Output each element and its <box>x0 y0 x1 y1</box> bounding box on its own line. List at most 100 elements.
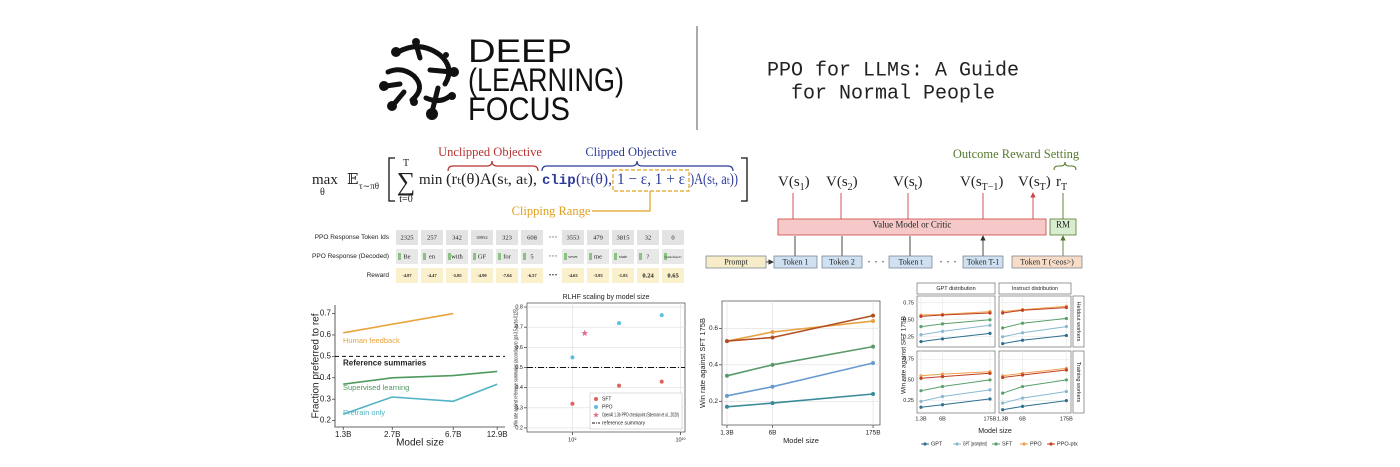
table-cell-text: 342 <box>452 234 462 241</box>
point <box>1001 408 1005 412</box>
legend-label: PPO <box>1030 441 1042 447</box>
logo-text: DEEP <box>468 33 572 69</box>
point <box>919 339 923 344</box>
formula-clip: clip <box>542 173 576 189</box>
clip-range-box <box>612 169 690 192</box>
token-label: Token T-1 <box>967 257 1000 266</box>
table-cell <box>471 268 493 283</box>
table-cell <box>446 230 468 245</box>
point <box>940 313 945 317</box>
point <box>988 371 992 375</box>
brace <box>541 160 734 172</box>
y-tick-label: 0.4 <box>709 362 718 369</box>
table-cell <box>612 230 634 245</box>
point <box>1064 305 1068 310</box>
point <box>770 401 775 406</box>
arrows <box>766 193 1063 265</box>
legend-label: SFT <box>602 396 611 402</box>
table-cell <box>396 230 418 245</box>
value-label-sub: T−1 <box>982 182 999 193</box>
title: for Normal People <box>791 82 995 105</box>
token-highlight <box>423 253 426 260</box>
point <box>1001 342 1005 346</box>
token-label: · · · <box>939 254 957 268</box>
y-tick-label: 0.2 <box>709 398 718 405</box>
token-highlight <box>564 253 567 260</box>
table-cell-text: 0.65 <box>667 272 679 279</box>
series-line <box>920 324 991 336</box>
legend-label: SFT <box>1002 441 1013 447</box>
series-label: Pretrain only <box>343 408 385 417</box>
y-tick-label: 0.4 <box>515 385 523 391</box>
x-tick-label: 1.3B <box>997 416 1009 422</box>
legend-marker <box>594 397 598 401</box>
value-label-part: ) <box>1046 174 1051 190</box>
point <box>871 361 876 365</box>
series-line <box>920 319 991 328</box>
logo-icon <box>383 41 455 115</box>
table-cell-text: Be <box>403 253 410 260</box>
token-highlight <box>523 253 526 260</box>
point <box>617 383 622 388</box>
value-model-label: Value Model or Critic <box>873 220 952 230</box>
table-cell-text: -3.93 <box>593 273 603 278</box>
point <box>919 405 923 409</box>
table-cell <box>587 249 609 264</box>
table-cell <box>562 249 584 264</box>
table-cell-text: me <box>594 253 602 260</box>
point <box>919 376 923 380</box>
series-line <box>343 312 454 334</box>
x-tick-label: 2.7B <box>384 430 400 439</box>
bracket <box>388 157 748 202</box>
value-label-part: ) <box>853 174 858 190</box>
panel-header <box>1072 350 1085 414</box>
logo-text: (LEARNING) <box>468 62 624 98</box>
y-axis-label: Win rate against reference summaries (ac… <box>513 308 519 426</box>
legend-marker <box>1022 442 1026 446</box>
table-cell-text: -4.63 <box>568 273 578 278</box>
reward-model-label: RM <box>1056 220 1070 230</box>
table-cell-text: 0 <box>671 234 674 241</box>
legend-box <box>589 392 683 430</box>
annotation: Clipping Range <box>512 204 591 218</box>
row-label: Reward <box>367 272 390 279</box>
point <box>1064 399 1068 403</box>
table-cell <box>662 249 684 264</box>
point <box>724 404 729 409</box>
table-cell <box>446 249 468 264</box>
point <box>940 337 945 341</box>
point <box>770 330 775 334</box>
point <box>871 319 876 324</box>
table-cell <box>496 230 518 245</box>
x-tick-label: 1.3B <box>720 430 733 437</box>
row-label: PPO Response Token Ids <box>315 234 390 241</box>
token-table: PPO Response Token Ids 2325 257 342 39952 323… <box>312 230 684 283</box>
point <box>919 314 923 318</box>
point <box>770 335 775 340</box>
point <box>919 389 923 393</box>
reward-label-sub: T <box>1061 182 1067 193</box>
point <box>988 388 992 392</box>
table-cell <box>587 230 609 245</box>
point <box>940 322 945 326</box>
legend-marker <box>923 442 927 446</box>
token-highlight <box>448 253 451 260</box>
y-tick-label: 0.75 <box>903 357 914 363</box>
y-tick-label: 0.75 <box>903 300 914 306</box>
point <box>988 318 992 322</box>
panel-title: GPT distribution <box>936 286 975 292</box>
formula-clip-tail: )A(sₜ, aₜ)) <box>690 171 738 188</box>
token-box <box>773 255 818 269</box>
table-cell-text: 479 <box>593 234 603 241</box>
x-tick-label: 12.9B <box>487 430 508 439</box>
point <box>1020 331 1025 335</box>
series-line <box>1002 369 1067 378</box>
point <box>940 372 945 376</box>
plot-frame <box>916 350 996 414</box>
y-tick-label: 0.6 <box>515 345 523 351</box>
value-label-part: V(s <box>1018 174 1040 190</box>
table-cell <box>421 249 443 264</box>
y-tick-label: 0.25 <box>903 334 914 340</box>
token-label: Token 1 <box>783 257 809 266</box>
